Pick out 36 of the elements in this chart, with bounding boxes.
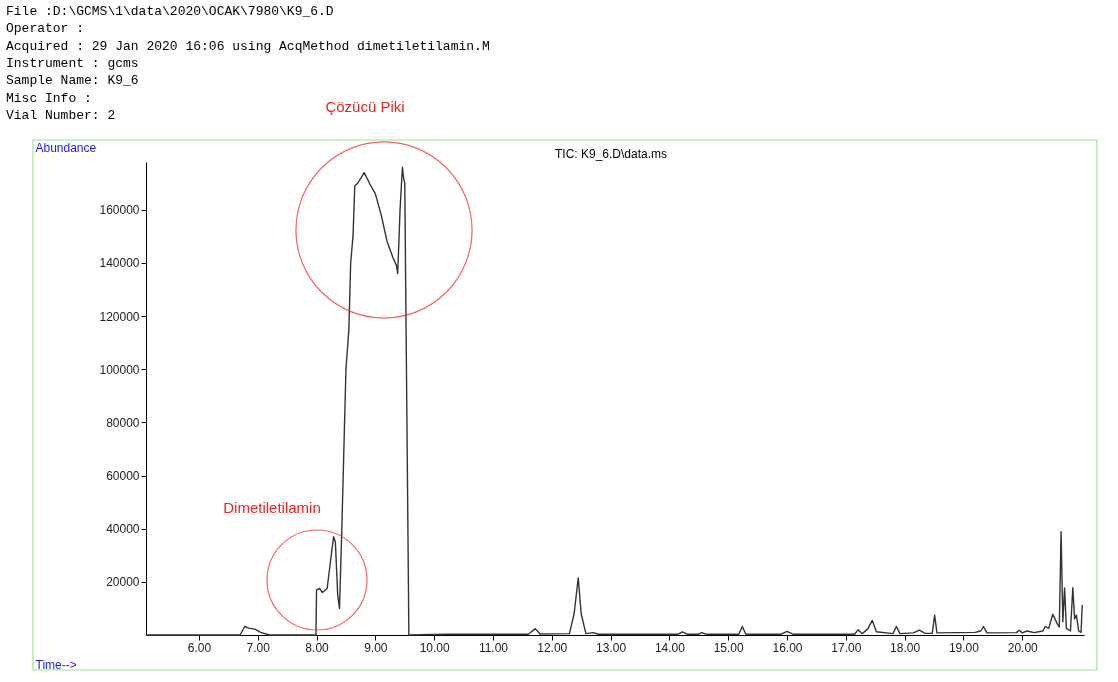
text: Çözücü Piki xyxy=(325,98,405,115)
x-tick-label: 8.00 xyxy=(305,640,330,655)
x-tick-label: 14.00 xyxy=(654,640,686,655)
text: File :D:\GCMS\1\data\2020\OCAK\7980\K9_6.D xyxy=(6,4,334,19)
text: Sample Name: K9_6 xyxy=(6,73,139,89)
x-tick-label: 10.00 xyxy=(419,640,450,655)
x-tick-label: 15.00 xyxy=(713,640,745,655)
chart-title: TIC: K9_6.D\data.ms xyxy=(554,147,668,161)
annotation: Dimetiletilamin xyxy=(223,499,321,516)
y-tick-label: 140000 xyxy=(99,256,140,271)
text: Instrument : gcms xyxy=(6,55,139,71)
y-tick-label: 120000 xyxy=(99,309,140,324)
text: Misc Info : xyxy=(6,90,92,106)
text: Acquired : 29 Jan 2020 16:06 using AcqMethod dimetiletilamin.M xyxy=(6,38,490,54)
x-axis-title: Time--> xyxy=(35,657,77,672)
text: Operator : xyxy=(6,21,85,37)
x-tick-label: 6.00 xyxy=(187,640,212,655)
x-tick-label: 7.00 xyxy=(246,640,271,655)
y-tick-label: 160000 xyxy=(99,203,140,218)
x-tick-label: 19.00 xyxy=(948,640,980,655)
x-tick-label: 9.00 xyxy=(364,640,388,655)
x-tick-label: 11.00 xyxy=(478,640,509,655)
text: Vial Number: 2 xyxy=(6,107,116,123)
x-tick-label: 13.00 xyxy=(596,640,627,655)
y-tick-label: 20000 xyxy=(106,575,140,590)
y-axis-title: Abundance xyxy=(35,140,97,155)
x-tick-label: 20.00 xyxy=(1007,640,1039,655)
y-tick-label: 40000 xyxy=(106,522,140,537)
x-tick-label: 18.00 xyxy=(890,640,921,655)
x-tick-label: 16.00 xyxy=(772,640,803,655)
y-tick-label: 60000 xyxy=(106,469,140,484)
y-tick-label: 100000 xyxy=(99,362,140,377)
x-tick-label: 17.00 xyxy=(831,640,862,655)
line-series xyxy=(145,166,1083,636)
x-tick-label: 12.00 xyxy=(537,640,568,655)
y-tick-label: 80000 xyxy=(106,415,140,430)
